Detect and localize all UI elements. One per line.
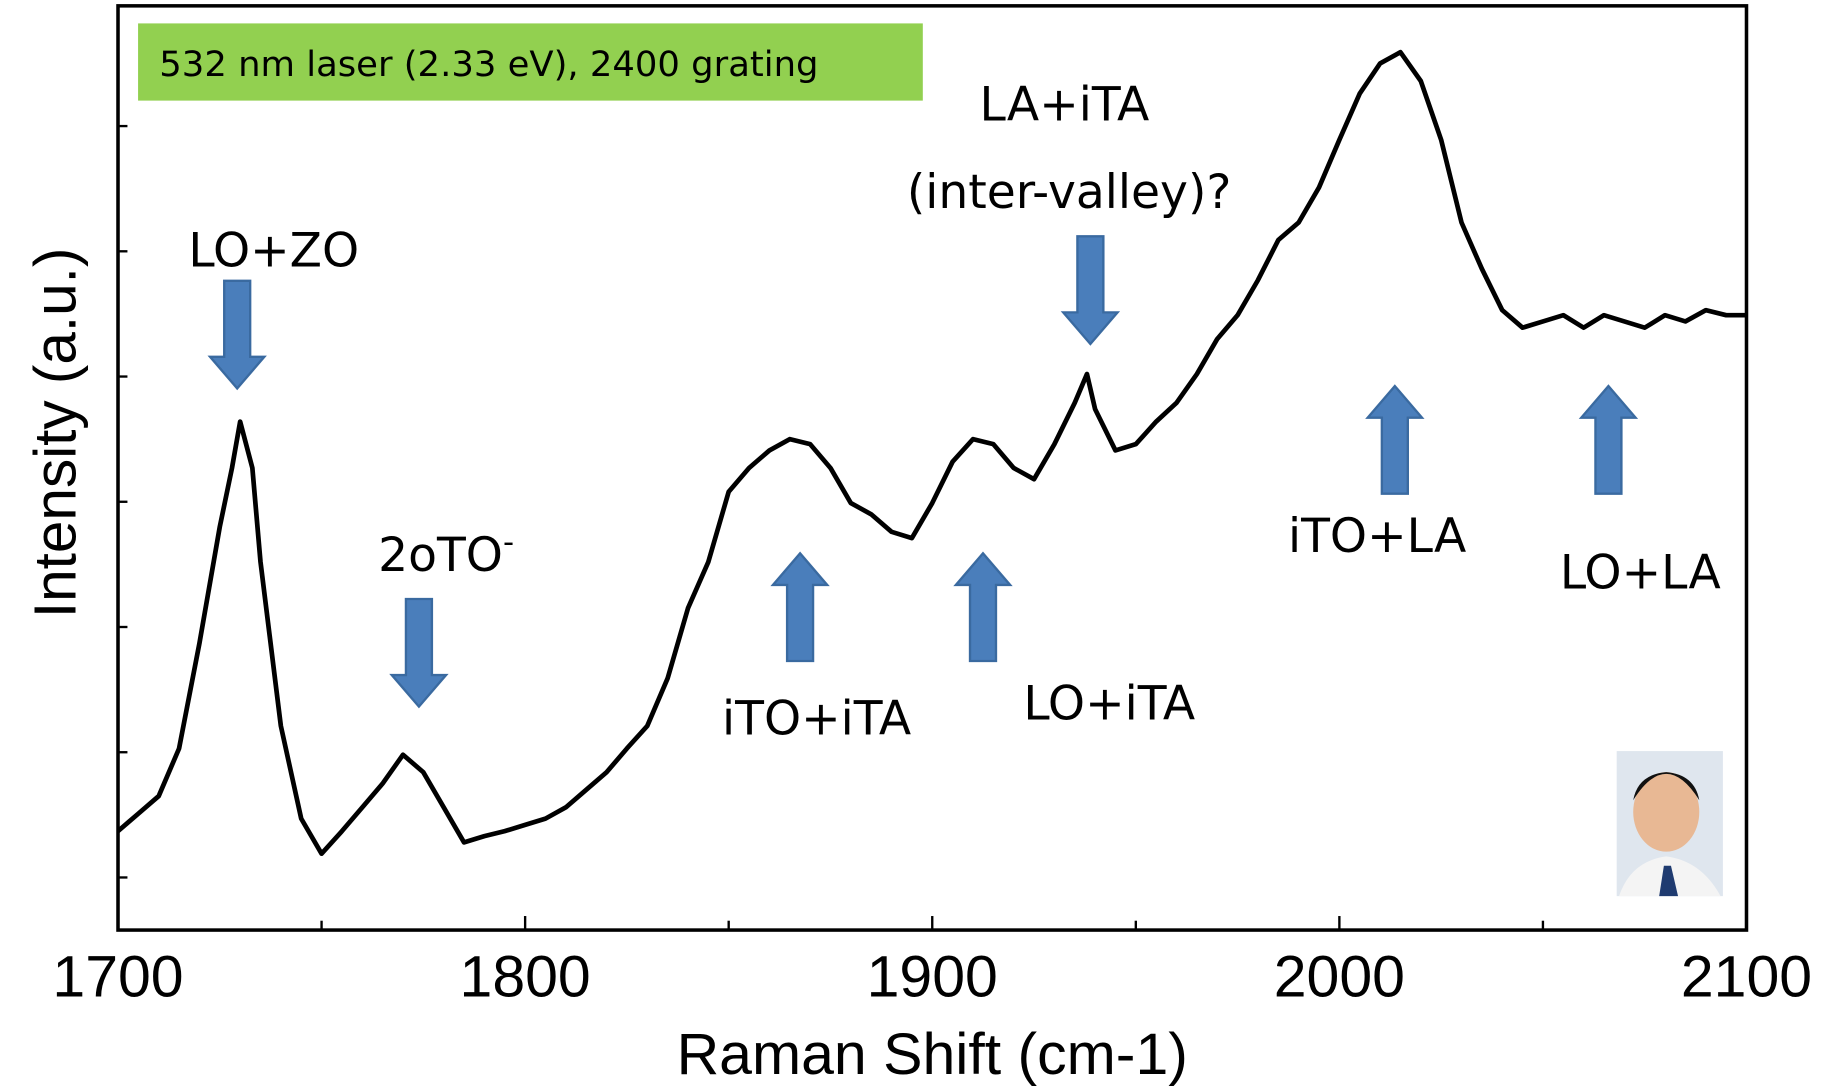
y-axis-label: Intensity (a.u.): [23, 248, 88, 619]
photo-face: [1633, 772, 1700, 852]
x-tick-label: 2000: [1274, 945, 1405, 1010]
photo-tie: [1659, 865, 1679, 897]
x-axis-label: Raman Shift (cm-1): [677, 1022, 1188, 1087]
spectrum-line: [116, 49, 1747, 857]
annotation: LO+LA: [1560, 546, 1721, 601]
annotation-sup: -: [503, 525, 514, 560]
plot-frame: [116, 4, 1749, 932]
annotation-text: 2oTO: [378, 528, 503, 583]
photo-hair: [1633, 772, 1700, 801]
annotation: LO+ZO: [188, 224, 359, 279]
arrow: [1060, 235, 1121, 346]
annotation: 2oTO-: [378, 525, 514, 583]
annotation: LO+iTA: [1023, 677, 1195, 732]
note: 532 nm laser (2.33 eV), 2400 grating: [159, 44, 818, 85]
x-tick-label: 1900: [867, 945, 998, 1010]
x-tick-label: 1700: [52, 945, 183, 1010]
arrow: [1365, 384, 1425, 495]
arrow: [207, 279, 267, 391]
x-tick-label: 2100: [1681, 945, 1812, 1010]
arrow: [770, 551, 830, 663]
annotation: iTO+iTA: [722, 692, 911, 747]
annotation: iTO+LA: [1288, 509, 1466, 564]
arrow: [953, 551, 1013, 663]
note-box: [138, 23, 923, 101]
annotation: (inter-valley)?: [907, 165, 1232, 220]
photo: [1616, 751, 1723, 897]
arrow: [1578, 384, 1639, 495]
x-tick-label: 1800: [460, 945, 591, 1010]
arrows: [207, 235, 1639, 709]
annotation: LA+iTA: [980, 78, 1150, 133]
arrow: [389, 597, 449, 709]
